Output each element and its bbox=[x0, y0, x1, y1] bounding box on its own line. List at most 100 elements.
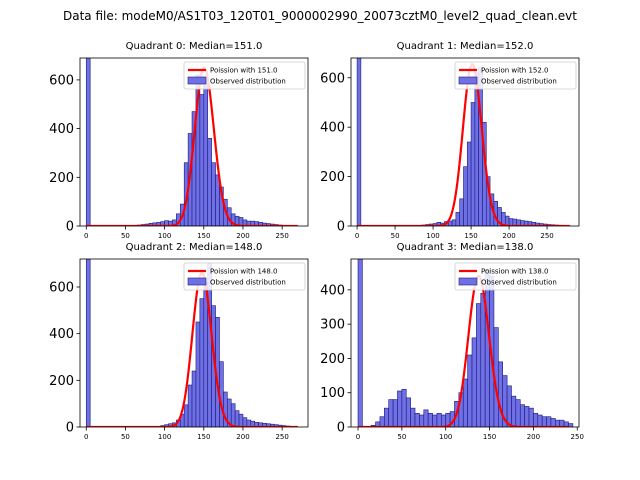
histogram-bar bbox=[427, 412, 433, 427]
legend-label-curve: Poission with 152.0 bbox=[481, 67, 549, 75]
histogram-bar bbox=[191, 370, 197, 427]
histogram-bar bbox=[397, 390, 403, 427]
histogram-bar bbox=[480, 292, 486, 427]
panel-title: Quadrant 0: Median=151.0 bbox=[126, 41, 263, 52]
y-tick-label: 400 bbox=[320, 121, 345, 136]
histogram-bar bbox=[451, 219, 457, 226]
x-tick-label: 50 bbox=[397, 433, 406, 441]
histogram-bar bbox=[230, 403, 236, 427]
y-tick-label: 0 bbox=[66, 421, 74, 436]
histogram-bar bbox=[462, 378, 468, 427]
histogram-bar bbox=[528, 407, 534, 427]
histogram-bar bbox=[432, 414, 438, 427]
axes-frame bbox=[350, 258, 580, 428]
x-tick-label: 0 bbox=[355, 232, 359, 240]
histogram-bar bbox=[384, 407, 390, 427]
histogram-bar bbox=[423, 409, 429, 427]
y-tick-label: 400 bbox=[320, 283, 345, 298]
histogram-bar bbox=[85, 259, 91, 427]
x-tick-label: 100 bbox=[426, 232, 439, 240]
plot-area bbox=[85, 58, 298, 226]
histogram-bar bbox=[471, 337, 477, 427]
x-tick-label: 200 bbox=[502, 232, 515, 240]
histogram-bar bbox=[207, 138, 212, 226]
histogram-bar bbox=[441, 414, 447, 427]
y-tick-label: 0 bbox=[66, 220, 74, 235]
histogram-bar bbox=[519, 404, 525, 427]
histogram-bar bbox=[419, 414, 425, 427]
legend-label-bars: Observed distribution bbox=[210, 78, 286, 86]
histogram-bar bbox=[550, 418, 556, 427]
figure-suptitle: Data file: modeM0/AS1T03_120T01_90000029… bbox=[63, 9, 577, 23]
y-tick-label: 200 bbox=[49, 171, 74, 186]
legend-box bbox=[183, 262, 306, 291]
x-tick-label: 100 bbox=[439, 433, 452, 441]
x-tick-label: 250 bbox=[540, 232, 553, 240]
x-tick-label: 50 bbox=[121, 232, 130, 240]
legend-label-bars: Observed distribution bbox=[210, 279, 286, 287]
y-tick-label: 0 bbox=[337, 220, 345, 235]
legend-box bbox=[454, 262, 577, 291]
legend-label-curve: Poission with 151.0 bbox=[210, 67, 278, 75]
plot-area bbox=[85, 259, 298, 427]
histogram-bar bbox=[537, 414, 543, 427]
histogram-bar bbox=[211, 162, 216, 226]
histogram-bar bbox=[515, 399, 521, 427]
histogram-bar bbox=[524, 406, 530, 427]
y-tick-label: 200 bbox=[49, 374, 74, 389]
histogram-bar bbox=[195, 321, 201, 427]
y-tick-label: 400 bbox=[49, 122, 74, 137]
axes-frame bbox=[350, 57, 580, 227]
histogram-bar bbox=[183, 404, 189, 427]
x-tick-label: 250 bbox=[571, 433, 584, 441]
legend-box bbox=[183, 61, 306, 90]
histogram-bar bbox=[392, 399, 398, 427]
poisson-curve bbox=[86, 66, 298, 226]
legend-bar-swatch bbox=[187, 76, 207, 85]
histogram-bar bbox=[484, 268, 490, 427]
histogram-bar bbox=[410, 407, 416, 427]
x-tick-label: 200 bbox=[236, 433, 249, 441]
poisson-curve bbox=[358, 275, 569, 427]
legend-box bbox=[454, 61, 577, 90]
histogram-bar bbox=[356, 58, 362, 226]
histogram-bar bbox=[203, 282, 209, 427]
legend-label-bars: Observed distribution bbox=[481, 279, 557, 287]
y-tick-label: 400 bbox=[49, 327, 74, 342]
x-tick-label: 100 bbox=[158, 433, 171, 441]
histogram-bar bbox=[541, 416, 547, 427]
x-tick-label: 150 bbox=[483, 433, 496, 441]
y-tick-label: 0 bbox=[337, 421, 345, 436]
histogram-bar bbox=[215, 174, 220, 226]
histogram-bar bbox=[199, 298, 205, 427]
x-tick-label: 150 bbox=[197, 433, 210, 441]
x-tick-label: 250 bbox=[275, 433, 288, 441]
histogram-bar bbox=[546, 416, 552, 427]
y-tick-label: 200 bbox=[320, 352, 345, 367]
histogram-bar bbox=[85, 58, 91, 226]
legend-label-bars: Observed distribution bbox=[481, 78, 557, 86]
y-tick-label: 600 bbox=[320, 71, 345, 86]
panel-quadrant-0: 0 50 100 150 200 250 0 200 400 600 Quadrant 0: Med… bbox=[49, 41, 309, 240]
poisson-curve bbox=[86, 271, 298, 427]
x-tick-label: 150 bbox=[197, 232, 210, 240]
histogram-bar bbox=[533, 412, 539, 427]
histogram-bar bbox=[436, 412, 442, 427]
histogram-bar bbox=[199, 94, 205, 226]
legend-label-curve: Poission with 138.0 bbox=[481, 268, 549, 276]
x-tick-label: 0 bbox=[356, 433, 360, 441]
axes-frame bbox=[79, 258, 309, 428]
histogram-bar bbox=[498, 361, 504, 427]
histogram-bar bbox=[467, 354, 473, 427]
histogram-bar bbox=[414, 412, 420, 427]
legend-label-curve: Poission with 148.0 bbox=[210, 268, 278, 276]
histogram-bar bbox=[238, 413, 244, 427]
panel-quadrant-3: 0 50 100 150 200 250 0 100 200 300 400 Quadrant 3: … bbox=[320, 242, 584, 441]
histogram-bar bbox=[466, 141, 472, 226]
y-tick-label: 600 bbox=[49, 281, 74, 296]
histogram-bar bbox=[203, 79, 209, 226]
histogram-bar bbox=[476, 303, 482, 427]
histogram-bar bbox=[405, 397, 411, 427]
histogram-bar bbox=[357, 259, 363, 427]
